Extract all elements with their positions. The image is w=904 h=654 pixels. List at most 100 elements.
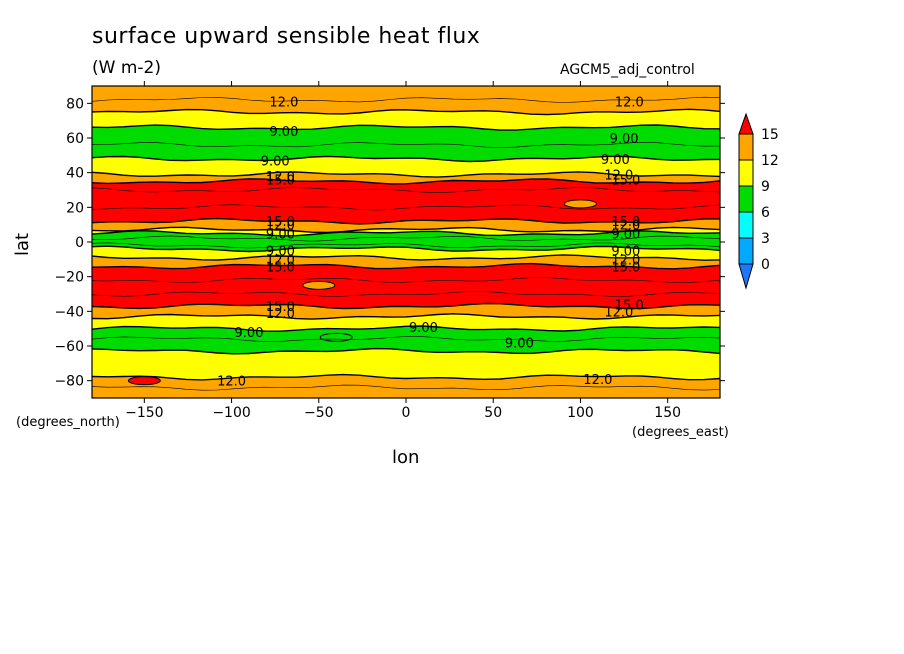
contour-thin-3 (91, 204, 721, 211)
chart-title: surface upward sensible heat flux (92, 24, 481, 49)
contour-thin-8 (91, 336, 721, 342)
feature-blob-0 (563, 199, 597, 209)
contour-label-7: 15.0 (266, 174, 295, 189)
contour-label-0: 12.0 (269, 96, 298, 111)
contour-thin-4 (91, 235, 721, 242)
colorbar: 15 12 9 6 3 0 (738, 112, 779, 290)
colorbar-top-arrow (738, 112, 754, 135)
contour-label-28: 9.00 (505, 337, 534, 352)
x-tick-label-5: 100 (567, 405, 594, 421)
contour-label-13: 15.0 (611, 215, 640, 230)
chart-units: (W m-2) (92, 58, 161, 78)
colorbar-segment-3 (738, 211, 754, 239)
contour-label-24: 15.0 (615, 298, 644, 313)
colorbar-label-0: 0 (761, 257, 770, 273)
y-tick-label-7: 60 (66, 131, 84, 147)
contour-label-4: 9.00 (261, 155, 290, 170)
contour-thin-6 (91, 277, 721, 283)
colorbar-label-12: 12 (761, 153, 779, 169)
x-tick-label-6: 150 (654, 405, 681, 421)
x-axis-units: (degrees_east) (632, 425, 729, 440)
contour-line-14 (91, 347, 721, 355)
y-tick-label-4: 0 (75, 235, 84, 251)
colorbar-bottom-arrow (738, 263, 754, 290)
x-tick-label-4: 50 (484, 405, 502, 421)
y-tick-label-1: −60 (54, 339, 84, 355)
contour-line-4 (91, 178, 721, 185)
y-tick-label-5: 20 (66, 200, 84, 216)
band-2 (92, 125, 720, 162)
contour-line-1 (91, 124, 721, 131)
contour-label-29: 12.0 (217, 375, 246, 390)
contour-label-10: 15.0 (266, 215, 295, 230)
y-tick-label-8: 80 (66, 96, 84, 112)
contour-label-12: 9.00 (266, 227, 295, 242)
band-8 (92, 230, 720, 252)
contour-label-2: 9.00 (269, 125, 298, 140)
contour-label-6: 12.0 (266, 170, 295, 185)
contour-label-21: 15.0 (611, 260, 640, 275)
x-tick-label-2: −50 (304, 405, 334, 421)
y-tick-label-3: −20 (54, 270, 84, 286)
band-16 (92, 374, 720, 398)
band-6 (92, 218, 720, 233)
contour-features (127, 199, 597, 386)
contour-label-17: 12.0 (266, 253, 295, 268)
contour-label-14: 12.0 (611, 219, 640, 234)
contour-line-6 (91, 226, 721, 234)
contour-line-0 (91, 108, 721, 116)
colorbar-segment-1 (738, 159, 754, 187)
colorbar-label-6: 6 (761, 205, 770, 221)
contour-label-1: 12.0 (615, 96, 644, 111)
y-axis-ticks: −80 −60 −40 −20 0 20 40 60 80 (54, 96, 725, 390)
feature-blob-2 (319, 332, 353, 342)
contour-label-20: 12.0 (611, 253, 640, 268)
band-12 (92, 303, 720, 320)
y-axis-units: (degrees_north) (16, 415, 120, 430)
colorbar-segment-2 (738, 185, 754, 213)
x-tick-label-1: −100 (212, 405, 250, 421)
contour-thin-7 (91, 291, 721, 297)
contour-label-27: 9.00 (409, 321, 438, 336)
contour-label-5: 9.00 (601, 153, 630, 168)
contour-label-19: 9.00 (611, 245, 640, 260)
contour-label-22: 15.0 (266, 300, 295, 315)
contour-thin-9 (91, 384, 721, 391)
colorbar-label-15: 15 (761, 127, 779, 143)
contour-line-9 (91, 254, 721, 261)
band-15 (92, 348, 720, 380)
band-0 (92, 86, 720, 115)
y-tick-label-0: −80 (54, 374, 84, 390)
contour-label-9: 15.0 (611, 174, 640, 189)
x-axis-ticks: −150 −100 −50 0 50 100 150 (125, 81, 681, 421)
x-tick-label-3: 0 (402, 405, 411, 421)
contour-label-15: 9.00 (611, 227, 640, 242)
contour-label-16: 9.00 (266, 245, 295, 260)
contour-label-18: 15.0 (266, 260, 295, 275)
dataset-label: AGCM5_adj_control (560, 62, 695, 78)
contour-label-11: 12.0 (266, 219, 295, 234)
contour-label-25: 12.0 (604, 305, 633, 320)
contour-line-10 (91, 262, 721, 270)
band-5 (92, 178, 720, 224)
contour-line-3 (91, 171, 721, 178)
contour-thin-5 (91, 242, 721, 249)
colorbar-label-3: 3 (761, 231, 770, 247)
colorbar-segment-4 (738, 237, 754, 265)
feature-blob-1 (302, 280, 336, 290)
contour-line-2 (91, 155, 721, 163)
contour-line-11 (91, 302, 721, 310)
contour-label-23: 12.0 (266, 307, 295, 322)
contour-thin-0 (91, 96, 721, 103)
band-13 (92, 313, 720, 332)
band-4 (92, 171, 720, 184)
contour-lines (91, 96, 721, 391)
y-tick-label-2: −40 (54, 304, 84, 320)
contour-line-15 (91, 373, 721, 381)
contour-thin-2 (91, 187, 721, 194)
contour-thin-1 (91, 141, 721, 148)
feature-blob-3 (127, 376, 161, 386)
contour-line-12 (91, 313, 721, 320)
